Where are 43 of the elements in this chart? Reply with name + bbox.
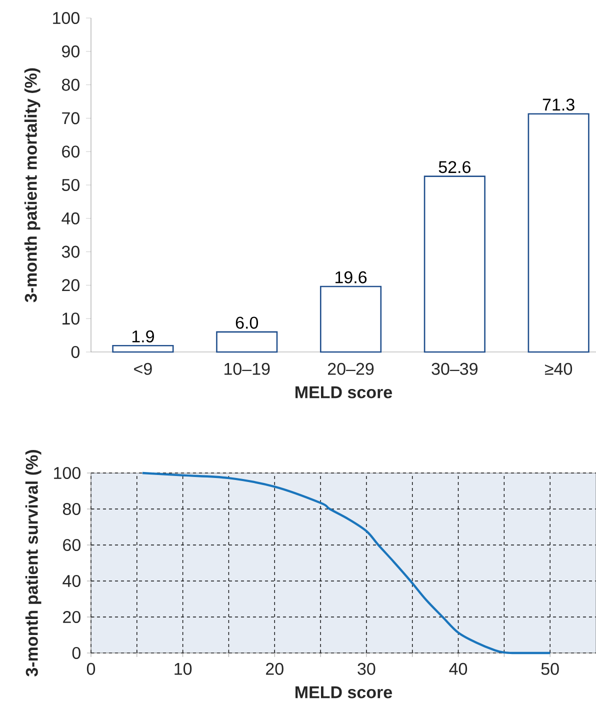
y-tick-label: 40	[62, 212, 80, 224]
y-tick-label: 20	[62, 279, 80, 292]
line-series	[141, 472, 552, 654]
y-axis-title: 3-month patient survival (%)	[25, 450, 42, 676]
x-axis-title: MELD score	[296, 386, 392, 398]
y-tick-label: 80	[62, 502, 80, 516]
y-tick-label: 50	[62, 178, 80, 192]
y-tick-label: 30	[62, 246, 80, 258]
x-tick-label: <9	[134, 362, 152, 375]
x-tick-label: 0	[86, 662, 96, 675]
data-label: 1.9	[132, 330, 154, 342]
y-tick-label: 60	[62, 146, 80, 158]
y-tick-label: 60	[63, 538, 80, 552]
y-axis-title: 3-month patient mortality (%)	[24, 68, 40, 302]
data-label: 6.0	[236, 316, 258, 329]
y-tick-label: 90	[62, 45, 80, 58]
y-tick-label: 40	[62, 574, 80, 588]
x-tick-label: ≥40	[545, 362, 572, 375]
x-axis-title: MELD score	[296, 686, 392, 698]
x-tick-label: 50	[541, 662, 559, 675]
y-tick-label: 0	[71, 346, 80, 358]
data-label: 71.3	[542, 98, 574, 111]
x-tick-label: 30–39	[432, 362, 478, 375]
bar	[216, 331, 278, 353]
y-tick-label: 10	[62, 312, 80, 325]
y-tick-label: 80	[62, 78, 80, 91]
bar	[320, 286, 382, 353]
x-tick-label: 20	[266, 662, 284, 675]
y-tick-label: 100	[53, 12, 80, 24]
x-tick-label: 40	[449, 662, 468, 675]
bar	[424, 176, 486, 353]
bar	[528, 113, 590, 353]
y-tick-label: 100	[54, 466, 80, 480]
x-tick-label: 20–29	[328, 362, 374, 375]
bar	[112, 345, 174, 353]
y-tick-label: 20	[63, 610, 80, 624]
data-label: 19.6	[336, 271, 367, 284]
x-tick-label: 10–19	[224, 362, 270, 375]
x-tick-label: 10	[174, 662, 192, 675]
y-tick-label: 70	[62, 112, 80, 124]
x-tick-label: 30	[358, 662, 376, 675]
data-label: 52.6	[438, 161, 470, 174]
y-tick-label: 0	[72, 646, 80, 660]
